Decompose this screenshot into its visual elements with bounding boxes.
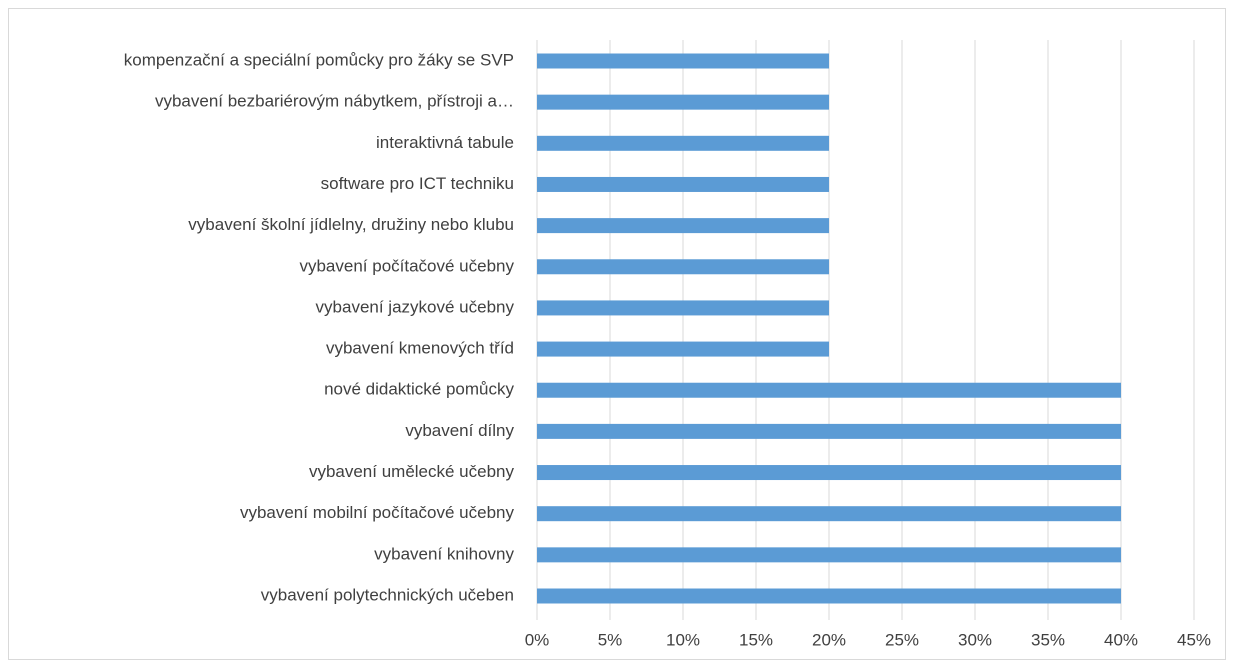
- y-tick-label: vybavení polytechnických učeben: [261, 585, 514, 604]
- x-tick-label: 25%: [885, 630, 919, 649]
- y-tick-label: vybavení kmenových tříd: [326, 339, 514, 358]
- y-tick-label: kompenzační a speciální pomůcky pro žáky…: [124, 50, 514, 69]
- bar: [537, 259, 829, 275]
- bar: [537, 382, 1121, 398]
- x-tick-label: 15%: [739, 630, 773, 649]
- bar: [537, 423, 1121, 439]
- x-tick-label: 20%: [812, 630, 846, 649]
- y-tick-label: vybavení bezbariérovým nábytkem, přístro…: [155, 92, 514, 111]
- y-tick-label: vybavení školní jídlelny, družiny nebo k…: [188, 215, 514, 234]
- x-tick-label: 30%: [958, 630, 992, 649]
- y-tick-label: vybavení počítačové učebny: [299, 256, 514, 275]
- y-tick-label: vybavení umělecké učebny: [309, 462, 515, 481]
- y-tick-label: vybavení mobilní počítačové učebny: [240, 503, 515, 522]
- x-tick-label: 45%: [1177, 630, 1211, 649]
- bar: [537, 94, 829, 110]
- bar: [537, 588, 1121, 604]
- bar: [537, 176, 829, 192]
- x-tick-label: 40%: [1104, 630, 1138, 649]
- y-tick-label: vybavení jazykové učebny: [316, 297, 515, 316]
- bar: [537, 506, 1121, 522]
- x-tick-label: 10%: [666, 630, 700, 649]
- bar: [537, 135, 829, 151]
- bar: [537, 218, 829, 234]
- bar: [537, 341, 829, 357]
- y-tick-label: software pro ICT techniku: [321, 174, 514, 193]
- bar: [537, 547, 1121, 563]
- y-tick-label: vybavení knihovny: [374, 544, 514, 563]
- bar: [537, 465, 1121, 481]
- y-tick-label: interaktivná tabule: [376, 133, 514, 152]
- bar: [537, 300, 829, 316]
- bar: [537, 53, 829, 69]
- x-tick-label: 0%: [525, 630, 550, 649]
- x-tick-label: 5%: [598, 630, 623, 649]
- y-tick-label: vybavení dílny: [405, 421, 514, 440]
- y-tick-label: nové didaktické pomůcky: [324, 380, 514, 399]
- x-tick-label: 35%: [1031, 630, 1065, 649]
